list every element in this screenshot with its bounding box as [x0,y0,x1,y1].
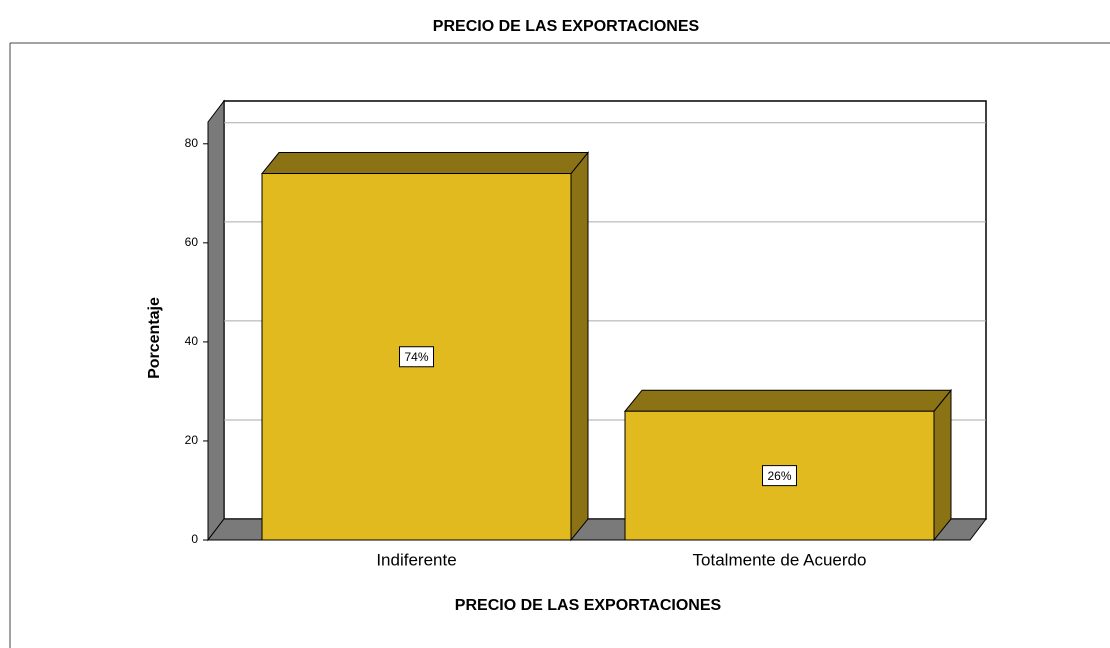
bar: 74% [260,151,590,542]
bar-top [260,152,590,175]
x-axis-title: PRECIO DE LAS EXPORTACIONES [455,597,722,614]
y-tick-label: 0 [191,532,198,546]
chart-title: PRECIO DE LAS EXPORTACIONES [433,18,700,35]
x-tick-label: Totalmente de Acuerdo [693,550,867,569]
bar-side [570,151,589,542]
y-tick-label: 80 [185,136,199,150]
value-label: 74% [404,350,428,364]
y-tick-label: 20 [185,433,199,447]
x-tick-label: Indiferente [376,550,456,569]
y-axis-title: Porcentaje [146,297,163,379]
value-label-box [399,346,434,368]
side-wall [207,99,225,542]
value-label: 26% [767,469,791,483]
value-label-box [762,465,797,487]
bar: 26% [623,388,953,542]
y-tick-label: 60 [185,235,199,249]
bar-top [623,389,953,412]
bar-side [933,388,952,542]
y-tick-label: 40 [185,334,199,348]
